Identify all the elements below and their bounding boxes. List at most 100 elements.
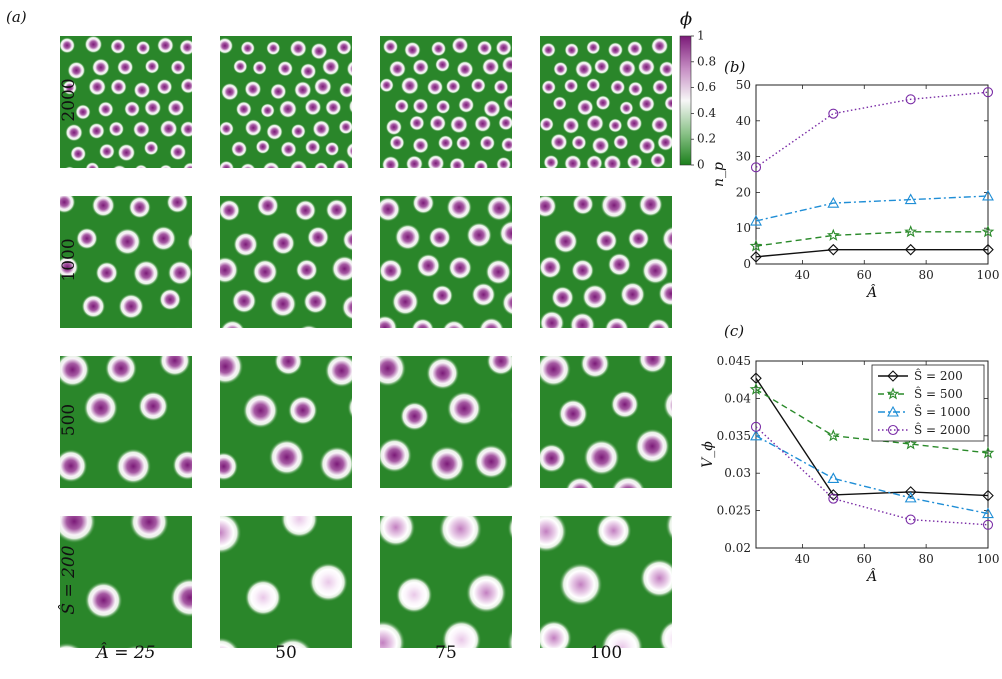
pattern-spot (338, 119, 352, 135)
pattern-spot (618, 59, 637, 78)
pattern-spot (431, 284, 454, 307)
pattern-spot (159, 164, 173, 168)
x-tick-label: 60 (857, 552, 872, 566)
pattern-spot (389, 135, 405, 151)
pattern-spot (65, 123, 83, 142)
plot-area (755, 360, 989, 549)
data-point (887, 370, 899, 382)
pattern-spot (260, 103, 275, 118)
pattern-spot (550, 133, 568, 151)
pattern-spot (473, 444, 509, 479)
data-point (904, 437, 918, 450)
pattern-spot (586, 77, 601, 93)
pattern-spot (382, 38, 399, 55)
pattern-spot (167, 260, 192, 286)
pattern-spot (412, 137, 429, 154)
pattern-spot (404, 41, 421, 59)
pattern-spot (170, 59, 186, 76)
pattern-spot (230, 140, 248, 158)
data-point (750, 251, 762, 263)
pattern-spot (130, 329, 152, 351)
data-point (905, 514, 916, 525)
pattern-spot (191, 64, 192, 69)
pattern-spot (638, 356, 668, 374)
x-tick-label: 40 (795, 268, 810, 282)
pattern-spot (574, 60, 594, 79)
pattern-spot (337, 327, 340, 328)
pattern-tile (540, 516, 672, 648)
pattern-spot (501, 290, 512, 316)
pattern-spot (586, 154, 603, 168)
col-label-100: 100 (590, 643, 622, 663)
pattern-tile (380, 36, 512, 168)
pattern-spot (600, 196, 628, 219)
pattern-spot (405, 155, 424, 168)
data-point (750, 162, 762, 173)
y-tick-label: 0 (743, 257, 751, 271)
pattern-spot (591, 136, 610, 155)
pattern-spot (451, 36, 469, 55)
pattern-spot (380, 77, 394, 93)
pattern-spot (287, 395, 318, 426)
colorbar-label: ϕ (680, 9, 692, 30)
pattern-spot (116, 58, 134, 76)
data-point (826, 228, 840, 241)
pattern-spot (412, 98, 429, 115)
pattern-spot (252, 259, 278, 285)
pattern-spot (600, 626, 644, 648)
panel-a-label: (a) (6, 8, 27, 26)
pattern-spot (240, 162, 256, 168)
pattern-spot (295, 258, 318, 282)
pattern-spot (455, 135, 471, 151)
y-tick-label: 50 (736, 78, 751, 92)
data-point (749, 239, 763, 252)
data-point (750, 421, 762, 432)
pattern-spot (665, 516, 672, 541)
pattern-spot (336, 39, 352, 56)
pattern-spot (582, 284, 608, 310)
pattern-spot (220, 160, 235, 168)
pattern-tile (220, 516, 352, 648)
pattern-spot (650, 152, 666, 168)
pattern-spot (553, 61, 568, 77)
series-3 (750, 421, 994, 530)
pattern-spot (255, 139, 271, 155)
pattern-spot (84, 581, 123, 620)
pattern-spot (627, 81, 644, 97)
pattern-spot (388, 60, 407, 78)
pattern-spot (551, 286, 575, 309)
pattern-spot (220, 516, 242, 555)
data-point (982, 489, 994, 502)
series-line (755, 195, 989, 222)
pattern-spot (75, 227, 98, 250)
pattern-spot (394, 98, 410, 114)
pattern-spot (290, 123, 306, 139)
pattern-tile (220, 36, 352, 168)
pattern-spot (220, 319, 245, 328)
col-label-50: 50 (275, 643, 297, 663)
pattern-spot (394, 223, 421, 251)
pattern-spot (445, 78, 461, 94)
pattern-spot (381, 155, 400, 168)
pattern-spot (271, 231, 296, 256)
colorbar-tick-label: 1 (697, 29, 705, 43)
pattern-spot (412, 196, 435, 215)
data-point (904, 486, 917, 498)
pattern-spot (313, 77, 332, 96)
pattern-spot (325, 198, 348, 222)
pattern-spot (658, 280, 672, 307)
pattern-spot (571, 258, 595, 282)
pattern-spot (159, 119, 178, 138)
pattern-spot (558, 398, 589, 429)
pattern-spot (607, 42, 624, 58)
pattern-spot (380, 620, 406, 648)
pattern-spot (191, 303, 192, 314)
pattern-spot (150, 225, 177, 252)
pattern-spot (306, 226, 330, 249)
pattern-spot (380, 196, 401, 222)
y-tick-label: 0.025 (717, 504, 751, 518)
chart-b: 40 60 80 100 0 10 20 30 40 50 Ân_p (711, 78, 999, 301)
pattern-spot (319, 446, 352, 483)
pattern-spot (540, 310, 565, 328)
